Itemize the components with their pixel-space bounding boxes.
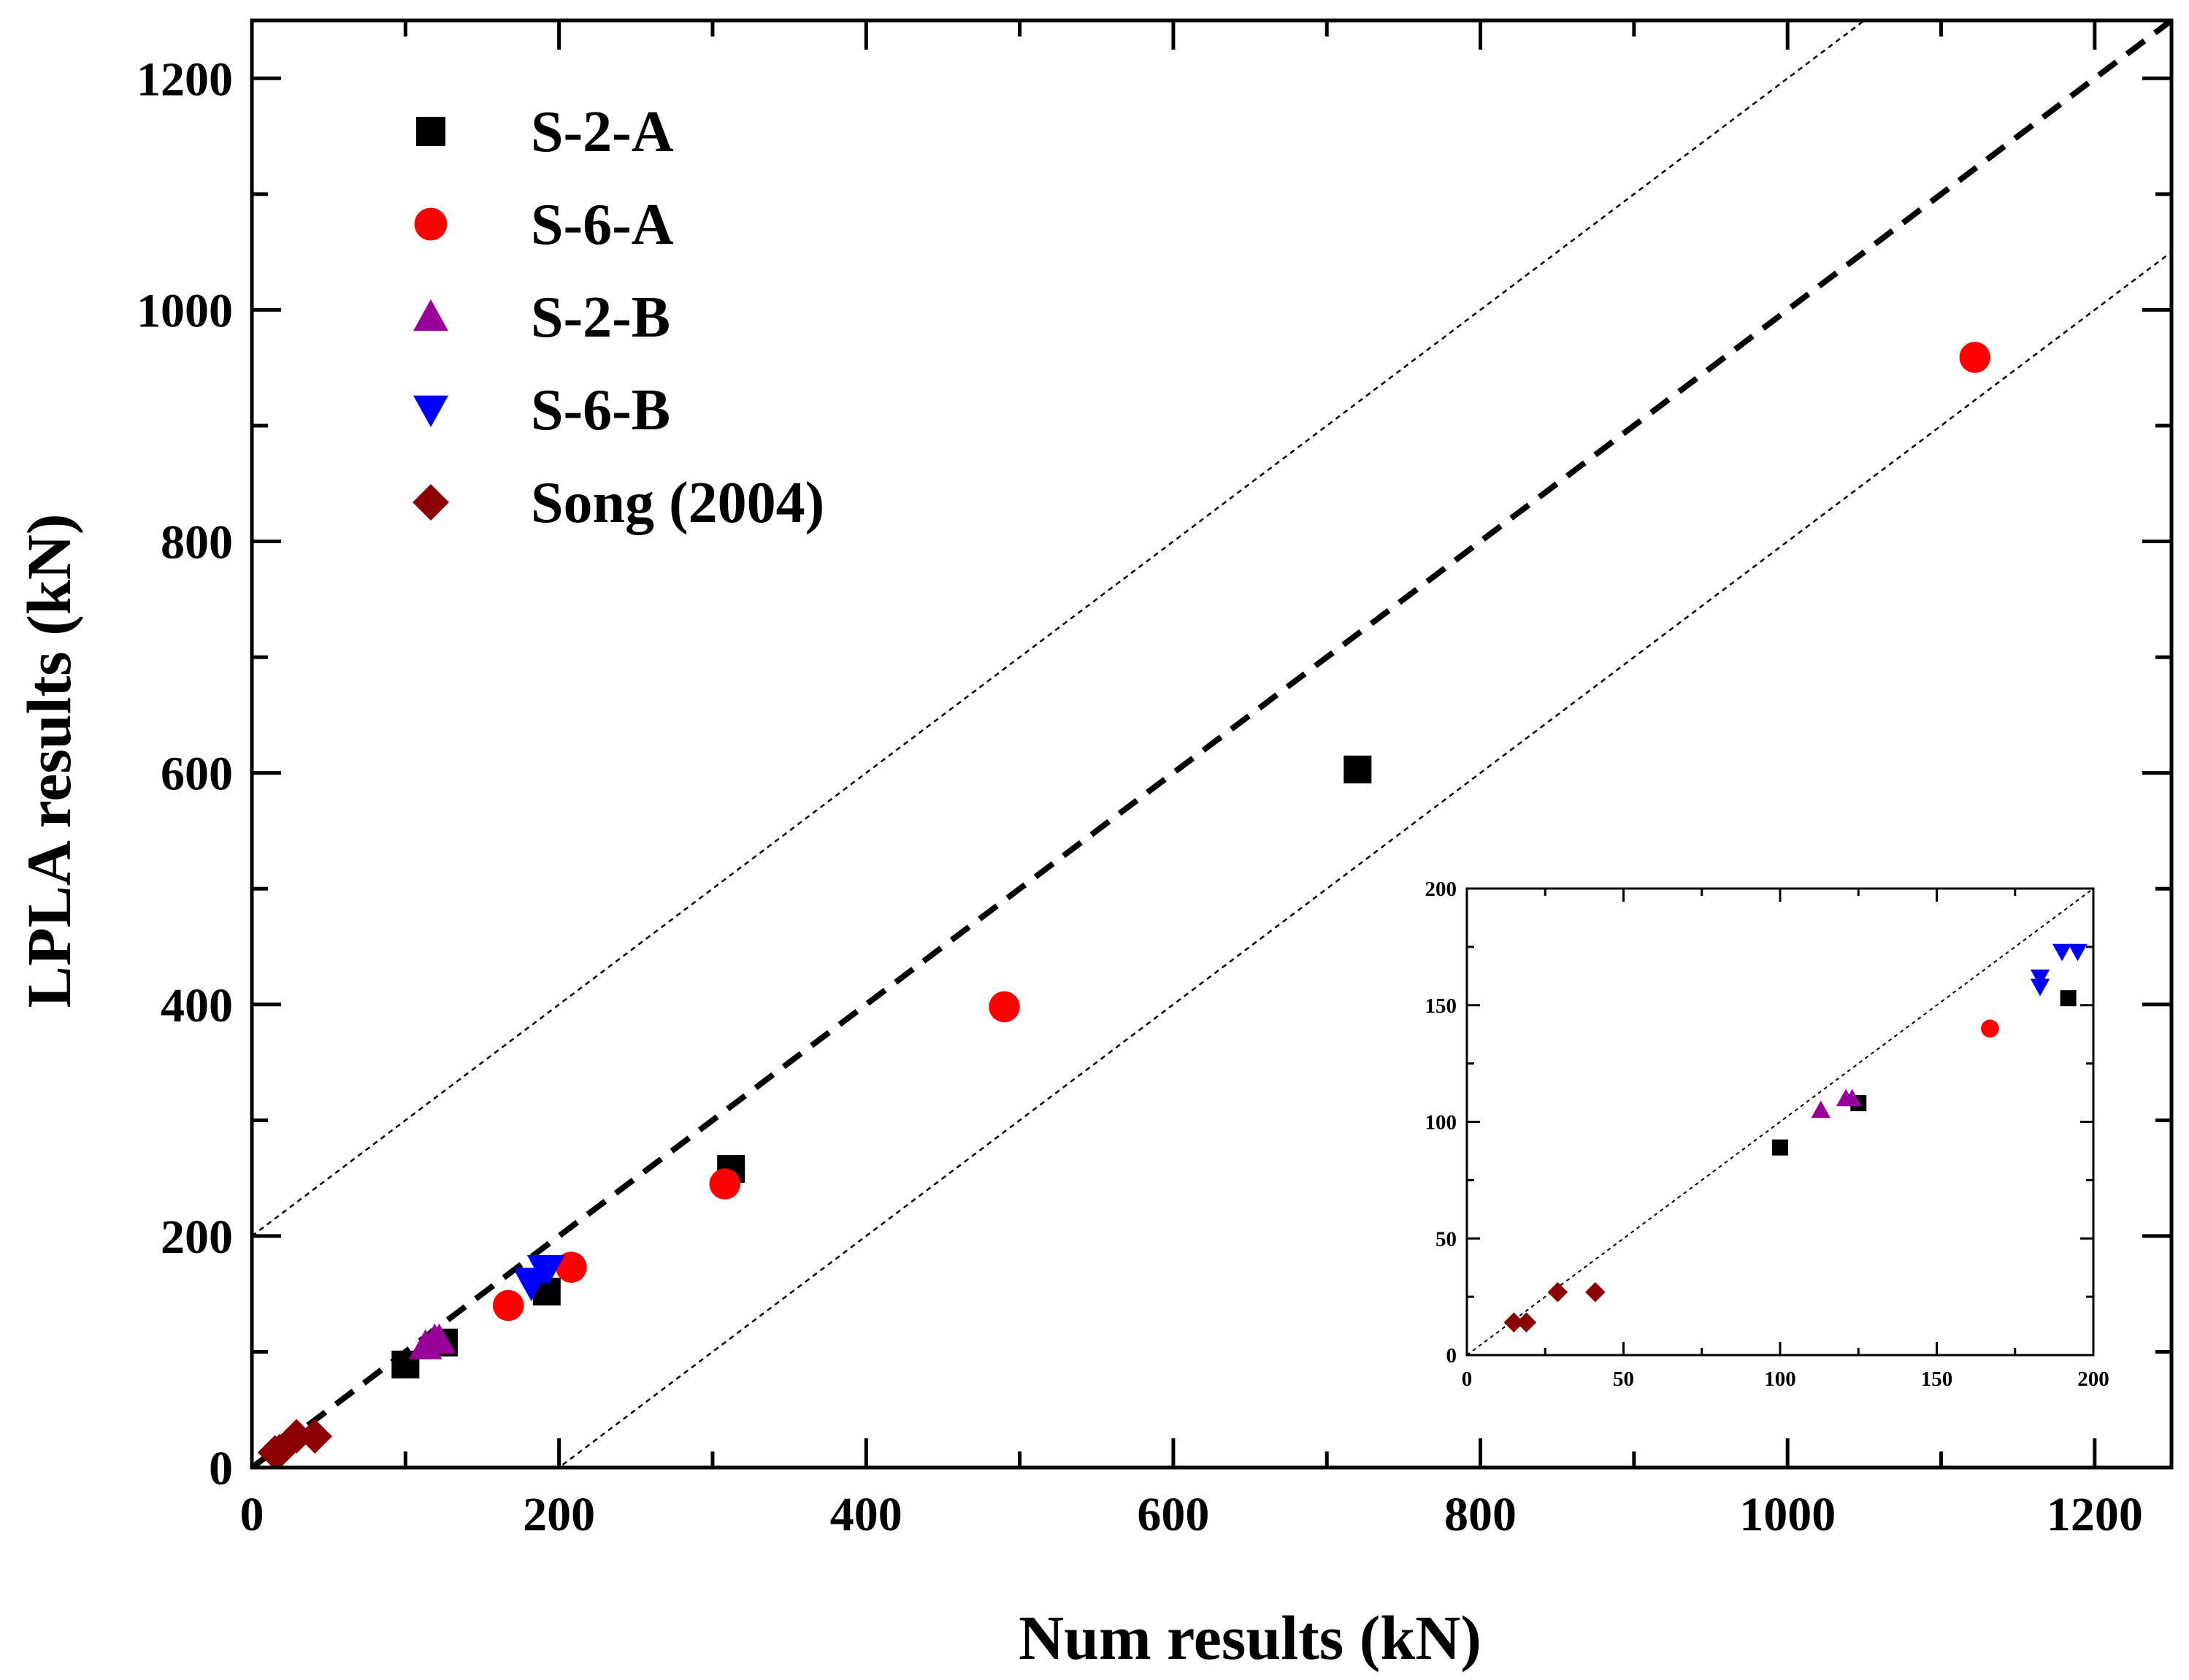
x-tick-label: 150 <box>1921 1368 1953 1391</box>
legend-label: Song (2004) <box>531 471 824 535</box>
main-point-s-2-b <box>422 1323 456 1354</box>
inset-point-s-2-a <box>2060 990 2077 1007</box>
reference-line-y-x-200 <box>557 251 2171 1468</box>
x-tick-label: 0 <box>1462 1368 1473 1391</box>
x-tick-label: 800 <box>1444 1488 1517 1541</box>
main-reference-lines <box>252 20 2171 1468</box>
inset-data-points <box>1503 943 2088 1333</box>
reference-line-y-x <box>252 20 2171 1468</box>
main-point-s-6-a <box>556 1251 587 1283</box>
legend-item-s-2-b: S-2-B <box>413 285 670 350</box>
reference-line-y-x <box>1467 889 2093 1355</box>
y-tick-label: 0 <box>1446 1344 1457 1368</box>
main-point-s-6-a <box>492 1289 524 1322</box>
legend-marker-s-2-b <box>413 299 448 331</box>
inset-point-s-6-b <box>2052 943 2072 962</box>
inset-point-s-2-b <box>1811 1100 1830 1119</box>
x-tick-label: 1200 <box>2047 1488 2143 1541</box>
legend-marker-s-6-a <box>414 207 448 241</box>
x-tick-label: 600 <box>1137 1488 1209 1541</box>
x-tick-label: 1000 <box>1739 1488 1836 1541</box>
main-point-song-2004 <box>279 1419 314 1454</box>
y-tick-label: 200 <box>1425 878 1457 901</box>
y-tick-label: 50 <box>1435 1227 1457 1251</box>
legend-label: S-2-A <box>531 100 674 164</box>
legend-marker-s-2-a <box>416 117 445 146</box>
y-axis-label: LPLA results (kN) <box>14 514 84 1008</box>
legend-item-s-6-b: S-6-B <box>413 378 670 442</box>
y-tick-label: 800 <box>161 516 233 569</box>
y-tick-label: 100 <box>1425 1111 1457 1135</box>
x-tick-label: 100 <box>1764 1368 1796 1391</box>
main-plot: 0 200 400 600 800 1000 12000200400600800100012… <box>137 18 2174 1541</box>
inset-point-song-2004 <box>1585 1281 1606 1303</box>
main-point-s-6-b <box>514 1271 548 1302</box>
legend: S-2-A S-6-A S-2-B S-6-B Song (2004) <box>413 100 824 535</box>
reference-line-y-x-200 <box>252 20 1866 1237</box>
legend-label: S-6-B <box>531 378 670 442</box>
main-point-s-6-a <box>1959 342 1991 373</box>
inset-point-song-2004 <box>1547 1281 1568 1303</box>
main-data-points <box>257 342 1991 1470</box>
inset-point-s-6-b <box>2030 969 2050 987</box>
main-axes-frame <box>250 18 2174 1470</box>
y-tick-label: 0 <box>209 1442 233 1495</box>
x-tick-label: 200 <box>523 1488 595 1541</box>
inset-point-s-6-b <box>2068 943 2088 962</box>
y-tick-label: 400 <box>161 979 233 1032</box>
inset-point-s-2-a <box>1772 1139 1788 1156</box>
inset-point-song-2004 <box>1516 1312 1537 1333</box>
y-tick-label: 1200 <box>137 53 233 106</box>
legend-marker-s-6-b <box>413 395 448 427</box>
inset-point-song-2004 <box>1503 1312 1525 1333</box>
legend-item-s-6-a: S-6-A <box>414 193 674 257</box>
inset-reference-lines <box>1467 889 2093 1355</box>
x-axis-label: Num results (kN) <box>1019 1603 1481 1673</box>
main-point-s-6-b <box>532 1255 565 1286</box>
inset-point-s-6-a <box>1981 1019 1999 1038</box>
x-tick-label: 0 <box>240 1488 264 1541</box>
y-tick-label: 600 <box>161 748 233 801</box>
x-tick-label: 50 <box>1613 1368 1634 1391</box>
legend-label: S-6-A <box>531 193 674 257</box>
legend-marker-song-2004 <box>413 484 449 521</box>
x-tick-label: 200 <box>2077 1368 2109 1391</box>
x-tick-label: 400 <box>830 1488 902 1541</box>
y-tick-label: 1000 <box>137 285 233 338</box>
inset-point-s-6-b <box>2030 978 2050 997</box>
main-point-s-2-a <box>1343 755 1372 783</box>
legend-label: S-2-B <box>531 285 670 350</box>
y-tick-label: 150 <box>1425 994 1457 1018</box>
main-point-s-6-a <box>989 991 1020 1023</box>
inset-plot: 0 50 100 150 200 0 50 100 150 200 <box>1425 878 2109 1391</box>
main-point-song-2004 <box>297 1419 332 1454</box>
main-ticks: 0 200 400 600 800 1000 12000200400600800100012… <box>137 20 2171 1541</box>
y-tick-label: 200 <box>161 1211 233 1264</box>
main-point-s-6-a <box>709 1168 741 1200</box>
inset-point-s-2-b <box>1842 1089 1862 1107</box>
inset-ticks: 0 50 100 150 200 0 50 100 150 200 <box>1425 878 2109 1391</box>
legend-item-song-2004: Song (2004) <box>413 471 824 535</box>
legend-item-s-2-a: S-2-A <box>416 100 674 164</box>
